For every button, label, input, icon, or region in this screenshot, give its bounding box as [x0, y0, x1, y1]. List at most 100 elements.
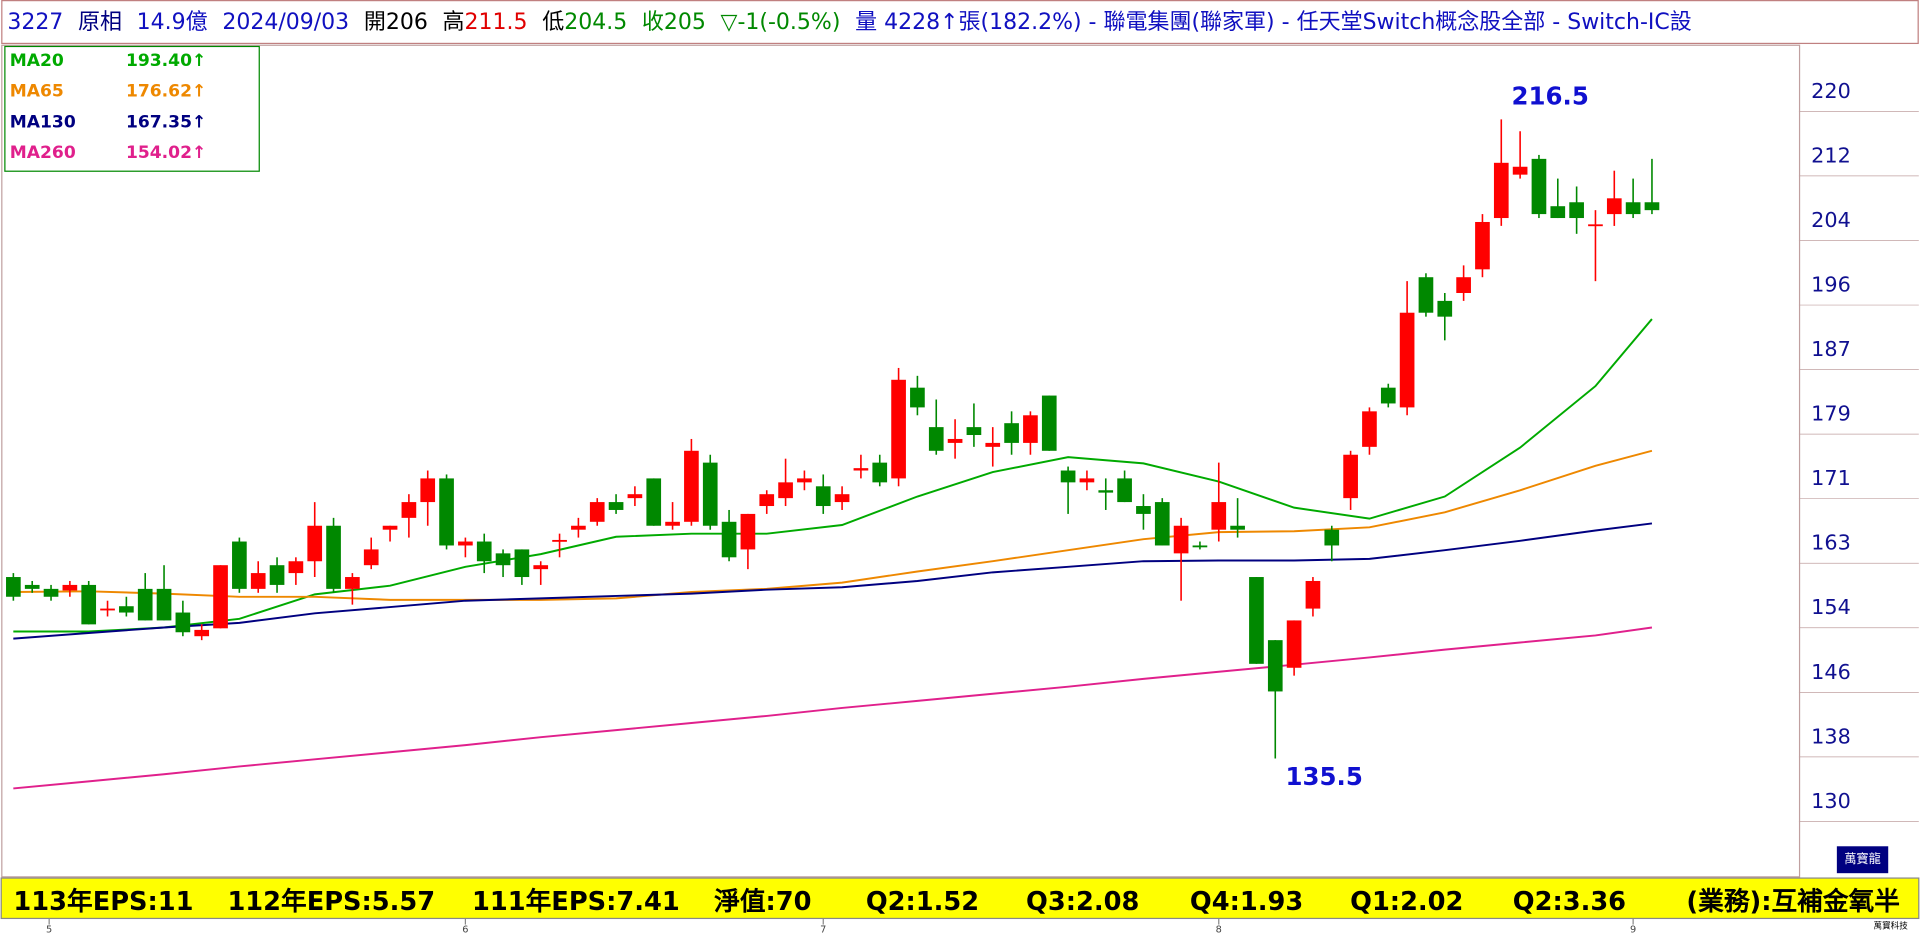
header-item: 14.9億	[137, 10, 208, 35]
candle-body	[1550, 206, 1566, 219]
candle-body	[1154, 502, 1170, 546]
header-item: 原相	[78, 10, 122, 35]
candle-body	[326, 525, 341, 589]
candle-body	[345, 577, 360, 589]
footer-item: (業務):互補金氧半	[1686, 886, 1899, 917]
candle-body	[1023, 415, 1038, 443]
x-tick-label: 9	[1630, 924, 1636, 935]
header-item: 高	[443, 10, 465, 35]
header-item: 量 4228↑張(182.2%) - 聯電集團(聯家軍) - 任天堂Switch…	[855, 10, 1692, 35]
candle-body	[1531, 158, 1547, 215]
y-tick-label: 187	[1811, 337, 1851, 361]
candle-body	[232, 541, 247, 589]
candle-body	[458, 541, 473, 546]
footer-item: 淨值:70	[714, 887, 811, 917]
candle-body	[608, 502, 624, 510]
candle-body	[420, 478, 436, 503]
candle-body	[740, 513, 756, 550]
y-tick-label: 163	[1811, 531, 1851, 555]
legend-name: MA130	[10, 112, 76, 132]
candle-body	[910, 387, 925, 408]
y-tick-label: 204	[1811, 208, 1851, 232]
candle-body	[872, 462, 888, 483]
y-tick-label: 179	[1811, 402, 1851, 426]
candle-body	[1060, 470, 1076, 483]
candle-body	[81, 584, 97, 625]
candle-body	[1644, 202, 1660, 211]
legend-box	[4, 45, 260, 172]
candle-body	[1211, 502, 1227, 530]
header-item: 低	[542, 10, 564, 35]
candle-body	[1475, 221, 1490, 270]
header-item: 211.5	[465, 10, 528, 35]
x-tick-label: 5	[46, 924, 52, 935]
header-item: 開206	[364, 10, 428, 35]
candle-body	[1324, 529, 1340, 546]
candle-body	[665, 521, 680, 526]
candle-body	[1192, 545, 1208, 548]
candle-body	[891, 379, 906, 479]
candle-body	[797, 478, 812, 483]
y-tick-label: 130	[1811, 789, 1851, 813]
candle-body	[476, 541, 492, 562]
candle-body	[1569, 202, 1584, 219]
footer-item: 112年EPS:5.57	[227, 886, 435, 917]
candle-body	[1380, 387, 1396, 404]
candle-body	[552, 539, 567, 542]
candle-body	[288, 561, 304, 574]
candle-body	[947, 438, 963, 443]
legend-value: 176.62↑	[126, 82, 206, 102]
candle-body	[1493, 162, 1509, 219]
candle-body	[1173, 525, 1189, 554]
candle-body	[1267, 640, 1283, 692]
candle-body	[1136, 506, 1151, 514]
x-tick-label: 7	[820, 924, 826, 935]
legend-value: 167.35↑	[126, 112, 206, 132]
candle-body	[1606, 198, 1622, 215]
candle-body	[1230, 525, 1245, 530]
ma-line	[13, 522, 1653, 640]
candle-body	[175, 612, 191, 633]
header-bar	[1, 0, 1919, 45]
legend-value: 154.02↑	[126, 143, 206, 163]
candle-body	[1098, 490, 1114, 493]
brand-sub: 萬寶科技	[1874, 919, 1909, 931]
candle-body	[1249, 577, 1264, 664]
candle-body	[1588, 224, 1603, 227]
footer-item: Q3:2.08	[1026, 887, 1139, 917]
candle-body	[985, 442, 1001, 447]
footer-item: Q2:3.36	[1513, 887, 1626, 917]
plot-frame	[1, 44, 1801, 878]
candle-body	[514, 549, 530, 578]
high-annotation: 216.5	[1512, 81, 1589, 110]
candle-body	[533, 565, 549, 570]
candle-body	[778, 482, 793, 499]
candle-body	[24, 584, 40, 589]
candle-body	[627, 494, 643, 499]
candle-body	[1418, 277, 1434, 313]
candle-body	[156, 588, 172, 621]
candle-body	[966, 427, 982, 436]
candle-body	[1399, 312, 1415, 408]
candle-body	[43, 588, 59, 597]
footer-item: Q2:1.52	[866, 887, 979, 917]
footer-item: Q1:2.02	[1350, 887, 1463, 917]
legend-value: 193.40↑	[126, 51, 206, 71]
candle-body	[702, 462, 718, 526]
candle-body	[1117, 478, 1132, 503]
y-tick-label: 212	[1811, 143, 1851, 167]
candle-body	[269, 565, 285, 585]
candle-body	[1362, 411, 1377, 447]
candle-body	[928, 427, 944, 451]
candle-body	[684, 450, 699, 522]
candle-body	[213, 565, 228, 629]
header-item: 收205	[642, 10, 706, 35]
ma-line	[13, 626, 1653, 790]
candle-body	[1456, 277, 1471, 293]
candle-body	[721, 521, 737, 558]
footer-bar	[0, 877, 1920, 920]
y-tick-label: 146	[1811, 660, 1851, 684]
header-item: ▽-1(-0.5%)	[721, 10, 841, 35]
candle-body	[363, 549, 379, 566]
